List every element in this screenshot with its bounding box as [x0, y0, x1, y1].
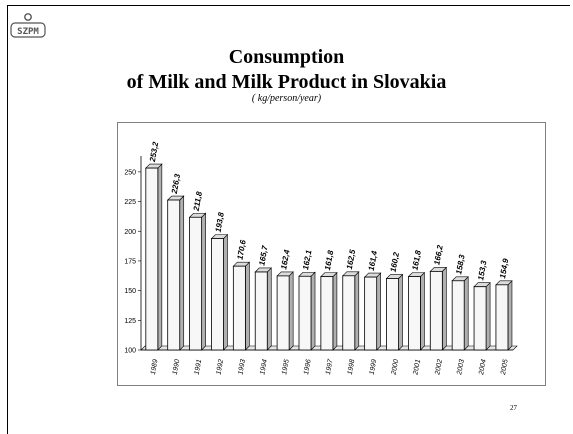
x-tick-label: 2001 — [412, 359, 422, 377]
data-label: 170,6 — [235, 239, 247, 261]
bar-1995 — [276, 275, 290, 351]
x-tick-label: 1992 — [216, 359, 226, 376]
x-tick-label: 1989 — [150, 359, 160, 376]
y-tick-label: 125 — [124, 318, 136, 325]
bar-2001 — [408, 276, 421, 351]
y-tick-label: 250 — [124, 169, 136, 176]
x-tick-label: 1998 — [347, 359, 357, 376]
data-label: 165,7 — [257, 245, 269, 267]
bar-side — [201, 212, 206, 351]
bar-2000 — [386, 278, 399, 351]
bar-1994 — [254, 271, 268, 351]
bar-side — [485, 281, 491, 351]
x-tick-label: 1991 — [194, 359, 204, 376]
bar-side — [310, 271, 316, 351]
slide-title-line1: Consumption — [228, 46, 345, 68]
x-tick-label: 1995 — [281, 359, 291, 376]
bar-side — [288, 271, 294, 351]
bar-1999 — [364, 276, 378, 351]
data-label: 193,8 — [214, 211, 226, 233]
data-label: 211,8 — [192, 190, 205, 212]
bar-1993 — [232, 265, 246, 351]
data-label: 161,8 — [411, 249, 423, 271]
data-label: 253,2 — [148, 141, 161, 164]
bar-side — [245, 261, 250, 351]
data-label: 226,3 — [170, 173, 183, 196]
page-number: 27 — [510, 404, 517, 412]
slide-title-line2: of Milk and Milk Product in Slovakia — [126, 71, 447, 93]
bar-1989 — [145, 167, 159, 351]
data-label: 162,4 — [279, 248, 291, 270]
bar-side — [266, 267, 272, 351]
data-label: 161,8 — [323, 249, 335, 271]
bar-side — [332, 271, 338, 351]
x-tick-label: 2002 — [434, 359, 444, 377]
data-label: 158,3 — [454, 253, 466, 275]
bar-side — [354, 271, 360, 351]
bar-side — [179, 195, 185, 351]
bar-side — [157, 163, 163, 351]
x-tick-label: 2004 — [478, 359, 488, 377]
bar-side — [463, 276, 469, 351]
bar-1998 — [342, 275, 356, 351]
y-tick-label: 175 — [124, 258, 136, 265]
left-rule — [7, 5, 8, 434]
data-label: 161,4 — [367, 250, 379, 272]
slide-subtitle: ( kg/person/year) — [251, 93, 322, 104]
bar-side — [420, 271, 425, 351]
data-label: 160,2 — [389, 251, 401, 273]
bar-side — [442, 266, 447, 351]
bar-1997 — [320, 276, 334, 351]
y-tick-label: 150 — [124, 288, 136, 295]
x-tick-label: 1997 — [325, 358, 335, 376]
szpm-logo-icon: SZPM — [10, 13, 46, 38]
data-label: 153,3 — [476, 259, 488, 281]
x-tick-label: 1996 — [303, 359, 313, 376]
bar-1992 — [211, 238, 224, 351]
bar-1996 — [298, 275, 312, 351]
data-label: 162,5 — [345, 248, 357, 270]
bar-side — [223, 233, 228, 351]
x-tick-label: 1993 — [237, 359, 247, 376]
bar-side — [507, 280, 513, 351]
logo-text: SZPM — [17, 27, 39, 37]
bar-2004 — [473, 286, 487, 351]
data-label: 166,2 — [432, 244, 444, 266]
bar-2002 — [429, 270, 443, 351]
bar-side — [376, 272, 381, 351]
x-tick-label: 2000 — [390, 359, 400, 377]
bar-side — [398, 273, 403, 351]
top-rule — [7, 5, 570, 6]
x-tick-label: 2005 — [500, 359, 510, 377]
bar-1990 — [167, 199, 181, 351]
data-label: 162,1 — [301, 249, 313, 271]
bar-1991 — [189, 216, 203, 351]
y-tick-label: 200 — [124, 229, 136, 236]
y-tick-label: 100 — [124, 348, 136, 355]
y-tick-label: 225 — [124, 199, 136, 206]
x-tick-label: 2003 — [456, 359, 466, 377]
x-tick-label: 1994 — [259, 359, 269, 376]
data-label: 154,9 — [498, 257, 510, 279]
x-tick-label: 1990 — [172, 359, 182, 376]
bar-2005 — [495, 284, 509, 351]
bar-2003 — [451, 280, 465, 351]
x-tick-label: 1999 — [369, 359, 379, 376]
